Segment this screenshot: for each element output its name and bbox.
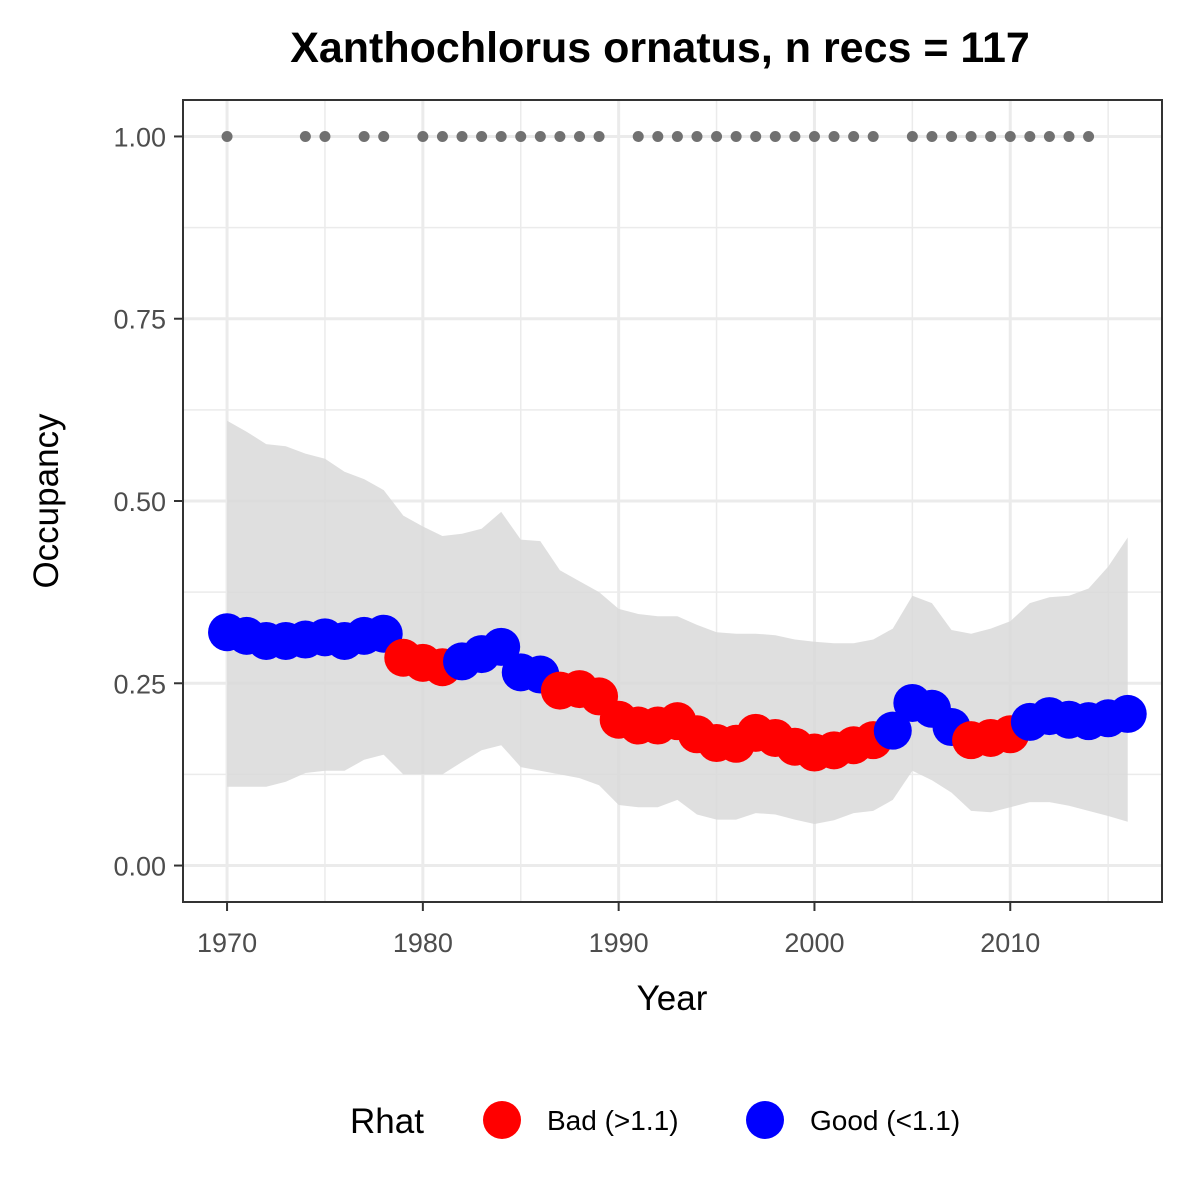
- record-dot: [1063, 130, 1075, 142]
- record-dot: [299, 130, 311, 142]
- x-tick-label: 1970: [197, 928, 257, 958]
- occupancy-points: [208, 613, 1147, 772]
- record-dot: [769, 130, 781, 142]
- record-dot: [985, 130, 997, 142]
- record-dot: [671, 130, 683, 142]
- x-tick-label: 2000: [784, 928, 844, 958]
- record-dot: [632, 130, 644, 142]
- record-dot: [456, 130, 468, 142]
- record-dot: [1043, 130, 1055, 142]
- legend-title: Rhat: [350, 1102, 424, 1141]
- record-dot: [652, 130, 664, 142]
- record-dot: [1024, 130, 1036, 142]
- chart-title: Xanthochlorus ornatus, n recs = 117: [290, 24, 1030, 72]
- record-dot: [1083, 130, 1095, 142]
- record-dot: [711, 130, 723, 142]
- record-dot: [789, 130, 801, 142]
- legend-swatch-good: [746, 1101, 784, 1139]
- record-dot: [926, 130, 938, 142]
- y-tick-label: 0.00: [113, 852, 166, 882]
- record-dot: [358, 130, 370, 142]
- record-dot: [946, 130, 958, 142]
- record-dot: [750, 130, 762, 142]
- record-dot: [534, 130, 546, 142]
- record-dot: [848, 130, 860, 142]
- record-dot: [808, 130, 820, 142]
- legend-label-good: Good (<1.1): [810, 1105, 960, 1136]
- record-dots: [221, 130, 1095, 142]
- record-dot: [515, 130, 527, 142]
- x-axis-title: Year: [637, 979, 708, 1018]
- legend: Rhat Bad (>1.1) Good (<1.1): [350, 1101, 960, 1141]
- y-tick-label: 0.25: [113, 669, 166, 699]
- record-dot: [1004, 130, 1016, 142]
- record-dot: [593, 130, 605, 142]
- x-tick-label: 1980: [393, 928, 453, 958]
- record-dot: [828, 130, 840, 142]
- record-dot: [378, 130, 390, 142]
- y-tick-label: 1.00: [113, 122, 166, 152]
- x-tick-label: 2010: [980, 928, 1040, 958]
- record-dot: [573, 130, 585, 142]
- y-tick-label: 0.50: [113, 487, 166, 517]
- record-dot: [554, 130, 566, 142]
- record-dot: [906, 130, 918, 142]
- x-tick-label: 1990: [589, 928, 649, 958]
- occupancy-point-good: [1108, 694, 1147, 733]
- record-dot: [965, 130, 977, 142]
- occupancy-point-good: [873, 711, 912, 750]
- record-dot: [221, 130, 233, 142]
- y-axis-title: Occupancy: [27, 413, 66, 589]
- record-dot: [417, 130, 429, 142]
- plot-panel: [182, 99, 1163, 903]
- y-tick-label: 0.75: [113, 305, 166, 335]
- y-axis: 0.00 0.25 0.50 0.75 1.00: [113, 122, 183, 882]
- record-dot: [730, 130, 742, 142]
- legend-label-bad: Bad (>1.1): [547, 1105, 679, 1136]
- record-dot: [691, 130, 703, 142]
- record-dot: [867, 130, 879, 142]
- legend-swatch-bad: [483, 1101, 521, 1139]
- record-dot: [436, 130, 448, 142]
- record-dot: [476, 130, 488, 142]
- x-axis: 1970 1980 1990 2000 2010: [197, 902, 1040, 958]
- record-dot: [495, 130, 507, 142]
- record-dot: [319, 130, 331, 142]
